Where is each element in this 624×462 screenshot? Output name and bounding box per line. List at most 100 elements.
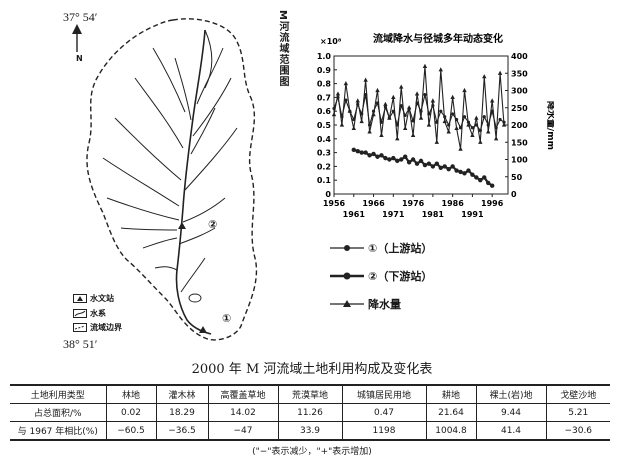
series-2-point (470, 132, 475, 137)
y-left-tick-label: 0.4 (317, 135, 332, 144)
y-axis-right-label: 降水量/mm (545, 101, 554, 150)
map-legend-boundary-label: 流域边界 (90, 323, 122, 332)
x-tick-label: 1956 (323, 199, 346, 208)
table-header-cell: 高覆盖草地 (207, 384, 279, 404)
table-cell: 1198 (341, 421, 427, 441)
y-left-tick-label: 0.8 (317, 80, 332, 89)
series-1-point (474, 175, 479, 180)
hydro-station-downstream (178, 222, 186, 229)
table-header-row: 土地利用类型 林地 灌木林 高覆盖草地 荒漠草地 城镇居民用地 耕地 裸土(岩)地 戈壁沙地 (10, 384, 610, 404)
table-cell: 18.29 (155, 403, 209, 422)
y-left-tick-label: 1.0 (317, 52, 332, 61)
series-2-point (351, 125, 356, 131)
y-left-tick-label: 0.1 (317, 176, 332, 185)
y-right-tick-label: 200 (511, 121, 528, 130)
table-cell: 1004.8 (425, 421, 477, 441)
station-2-label: ② (208, 218, 218, 231)
basin-boundary (86, 18, 258, 341)
table-cell: 0.47 (341, 403, 427, 422)
series-2-point (434, 139, 440, 144)
x-tick-label: 1981 (422, 210, 445, 219)
reservoir-shape (188, 293, 202, 303)
table-header-cell: 荒漠草地 (277, 384, 343, 404)
table-header-cell: 裸土(岩)地 (475, 384, 547, 404)
y-right-tick-label: 150 (511, 138, 528, 147)
series-0-point (458, 126, 463, 130)
series-2-point (347, 108, 353, 113)
series-1-point (434, 161, 440, 166)
y-right-tick-label: 50 (511, 173, 523, 182)
table-cell: 11.26 (277, 403, 343, 422)
coord-top-label: 37° 54′ (63, 10, 98, 24)
series-1-point (387, 157, 392, 162)
map-legend-river-label: 水系 (90, 309, 106, 318)
map-legend-hydro: 水文站 (73, 293, 114, 304)
x-tick-label: 1996 (481, 199, 504, 208)
series-0-point (451, 112, 455, 116)
series-2-point (450, 94, 455, 99)
series-2-point (497, 70, 503, 75)
series-2-point (343, 81, 349, 86)
series-0-point (399, 104, 403, 108)
series-0-point (498, 117, 502, 122)
north-arrow-icon (72, 24, 82, 52)
series-1-point (406, 160, 412, 165)
y-right-tick-label: 350 (511, 69, 528, 78)
table-cell: 5.21 (545, 403, 610, 422)
series-1-point (399, 157, 404, 162)
series-2-point (371, 112, 376, 117)
map-vertical-title: M河流域范围图 (277, 10, 288, 87)
x-tick-label: 1966 (362, 199, 385, 208)
series-2-point (410, 132, 416, 137)
legend-downstream-line-icon (330, 272, 364, 280)
x-tick-label: 1961 (343, 210, 366, 219)
series-2-point (466, 122, 471, 127)
series-1-point (489, 183, 495, 188)
legend-precipitation-label: 降水量 (368, 298, 401, 311)
station-1-label: ① (222, 312, 232, 325)
table-header-cell: 城镇居民用地 (341, 384, 427, 404)
y-left-tick-label: 0.3 (317, 149, 331, 158)
legend-downstream-label: ②（下游站） (368, 270, 433, 283)
series-1-point (402, 154, 408, 159)
series-2-point (422, 63, 428, 68)
series-1-point (426, 161, 432, 166)
series-1-point (478, 178, 483, 183)
series-1-point (482, 175, 487, 180)
series-2-point (379, 132, 384, 137)
series-1-point (363, 150, 368, 155)
series-1-point (414, 161, 420, 166)
table-cell: 21.64 (425, 403, 477, 422)
series-2-point (367, 129, 372, 134)
table-header-cell: 耕地 (425, 384, 477, 404)
y-right-tick-label: 0 (511, 190, 517, 199)
series-1-point (438, 165, 443, 170)
table-cell: −36.5 (155, 421, 209, 441)
series-0-point (482, 115, 486, 119)
y-left-tick-label: 0.2 (317, 162, 331, 171)
legend-upstream-label: ①（上游站） (368, 242, 433, 255)
legend-precipitation: 降水量 (330, 296, 401, 312)
series-2-point (375, 87, 380, 93)
series-0-point (344, 98, 348, 102)
table-cell: 14.02 (207, 403, 279, 422)
legend-downstream: ②（下游站） (330, 268, 432, 284)
table-row: 占总面积/% 0.02 18.29 14.02 11.26 0.47 21.64 9.44 5.… (10, 403, 610, 422)
land-use-table: 土地利用类型 林地 灌木林 高覆盖草地 荒漠草地 城镇居民用地 耕地 裸土(岩)地 戈壁沙地 占总… (10, 384, 610, 441)
main-river (175, 29, 212, 335)
series-2-point (426, 122, 432, 127)
x-tick-label: 1971 (382, 210, 405, 219)
series-0-point (470, 126, 475, 130)
series-2-point (501, 122, 507, 127)
series-2-point (359, 118, 364, 124)
map-legend-hydro-label: 水文站 (90, 294, 114, 303)
series-1-point (462, 171, 467, 176)
basin-map (72, 18, 258, 341)
y-left-tick-label: 0.6 (317, 107, 332, 116)
series-2-point (489, 98, 495, 103)
y-left-tick-label: 0.9 (317, 66, 332, 75)
x-tick-label: 1976 (402, 199, 425, 208)
series-0-point (462, 115, 467, 119)
tributaries (102, 29, 238, 293)
series-2-point (493, 136, 499, 141)
